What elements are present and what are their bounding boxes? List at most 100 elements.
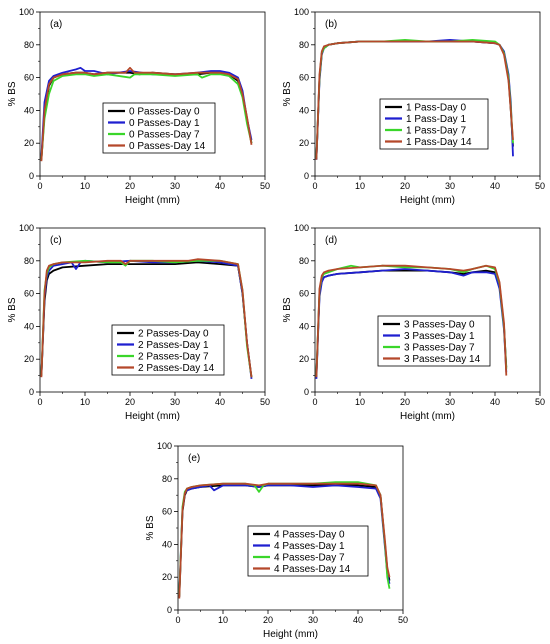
series-line-2: [315, 268, 508, 379]
x-tick-label: 30: [308, 615, 318, 625]
legend: 4 Passes-Day 04 Passes-Day 1 4 Passes-Day…: [247, 525, 369, 577]
y-axis-title: % BS: [7, 81, 18, 106]
y-axis-title: % BS: [145, 515, 156, 540]
legend-label-1: 3 Passes-Day 0: [404, 320, 475, 331]
x-tick-label: 50: [260, 181, 270, 191]
x-tick-label: 20: [263, 615, 273, 625]
legend-label-2: 4 Passes-Day 1: [274, 541, 345, 552]
series-line-2: [178, 484, 391, 594]
y-tick-label: 0: [304, 387, 309, 397]
series-line-4: [315, 264, 508, 378]
x-tick-label: 50: [260, 397, 270, 407]
legend-label-3: 3 Passes-Day 7: [404, 343, 475, 354]
x-tick-label: 20: [125, 181, 135, 191]
legend-label-4: 1 Pass-Day 14: [406, 137, 472, 148]
x-tick-label: 30: [445, 397, 455, 407]
series-line-4: [40, 258, 253, 378]
legend: 2 Passes-Day 02 Passes-Day 12 Passes-Day…: [111, 324, 225, 376]
panel-label: (a): [50, 19, 62, 30]
legend-label-3: 2 Passes-Day 7: [138, 352, 209, 363]
chart-panel-4: 0 10 20 30 40 50 0 20 40 60 80 100 Height (mm) % BS (d…: [282, 223, 545, 422]
legend-label-3: 1 Pass-Day 7: [406, 126, 466, 137]
y-tick-label: 100: [294, 223, 309, 233]
y-tick-label: 20: [299, 138, 309, 148]
legend-label-3: 0 Passes-Day 7: [129, 130, 200, 141]
x-tick-label: 0: [37, 181, 42, 191]
panel-label: (e): [188, 453, 200, 464]
chart-panel-1: 0 10 20 30 40 50 0 20 40 60 80 100 Height (mm) % BS (a…: [7, 7, 270, 206]
legend-label-1: 0 Passes-Day 0: [129, 107, 200, 118]
legend-label-4: 4 Passes-Day 14: [274, 564, 351, 575]
legend-label-2: 0 Passes-Day 1: [129, 118, 200, 129]
y-tick-label: 80: [24, 256, 34, 266]
y-tick-label: 20: [24, 354, 34, 364]
y-tick-label: 20: [162, 572, 172, 582]
chart-panel-2: 0 10 20 30 40 50 0 20 40 60 80 100 Height (mm) % BS (b…: [282, 7, 545, 206]
x-axis-title: Height (mm): [125, 411, 180, 422]
x-tick-label: 0: [312, 181, 317, 191]
x-axis-title: Height (mm): [125, 195, 180, 206]
y-tick-label: 40: [299, 105, 309, 115]
legend-label-1: 1 Pass-Day 0: [406, 103, 466, 114]
legend-label-4: 0 Passes-Day 14: [129, 141, 206, 152]
plot-frame: [314, 11, 541, 177]
legend: 1 Pass-Day 01 Pass-Day 11 Pass-Day 71 Pa…: [379, 98, 489, 150]
y-tick-label: 0: [29, 171, 34, 181]
x-tick-label: 0: [37, 397, 42, 407]
y-tick-label: 20: [24, 138, 34, 148]
y-tick-label: 60: [24, 73, 34, 83]
series-line-2: [40, 66, 253, 157]
x-tick-label: 40: [490, 181, 500, 191]
chart-panel-5: 0 10 20 30 40 50 0 20 40 60 80 100 Height (mm) % BS (e…: [145, 441, 408, 640]
x-tick-label: 50: [535, 181, 545, 191]
x-axis-title: Height (mm): [263, 629, 318, 640]
legend-label-2: 1 Pass-Day 1: [406, 114, 466, 125]
panel-label: (d): [325, 235, 337, 246]
legend-label-2: 2 Passes-Day 1: [138, 340, 209, 351]
panel-label: (b): [325, 19, 337, 30]
legend-label-4: 2 Passes-Day 14: [138, 363, 215, 374]
x-tick-label: 40: [353, 615, 363, 625]
x-tick-label: 10: [80, 181, 90, 191]
x-tick-label: 20: [400, 397, 410, 407]
legend: 0 Passes-Day 00 Passes-Day 10 Passes-Day…: [102, 102, 216, 154]
x-tick-label: 0: [312, 397, 317, 407]
x-tick-label: 10: [355, 397, 365, 407]
y-tick-label: 80: [162, 474, 172, 484]
y-tick-label: 20: [299, 354, 309, 364]
y-tick-label: 40: [24, 105, 34, 115]
y-tick-label: 100: [294, 7, 309, 17]
x-tick-label: 40: [490, 397, 500, 407]
series-line-3: [40, 73, 253, 160]
x-tick-label: 20: [125, 397, 135, 407]
x-tick-label: 10: [355, 181, 365, 191]
y-tick-label: 0: [29, 387, 34, 397]
y-tick-label: 60: [162, 507, 172, 517]
x-tick-label: 50: [535, 397, 545, 407]
y-tick-label: 80: [299, 256, 309, 266]
y-tick-label: 0: [167, 605, 172, 615]
x-axis-title: Height (mm): [400, 411, 455, 422]
y-tick-label: 100: [19, 7, 34, 17]
series-line-4: [178, 482, 391, 599]
legend-label-1: 4 Passes-Day 0: [274, 530, 345, 541]
chart-panel-3: 0 10 20 30 40 50 0 20 40 60 80 100 Height (mm) % BS (c…: [7, 223, 270, 422]
x-axis-title: Height (mm): [400, 195, 455, 206]
panel-label: (c): [50, 235, 62, 246]
x-tick-label: 20: [400, 181, 410, 191]
y-tick-label: 0: [304, 171, 309, 181]
x-tick-label: 50: [398, 615, 408, 625]
legend-label-1: 2 Passes-Day 0: [138, 329, 209, 340]
x-tick-label: 40: [215, 397, 225, 407]
y-tick-label: 80: [299, 40, 309, 50]
x-tick-label: 10: [218, 615, 228, 625]
y-axis-title: % BS: [282, 297, 293, 322]
x-tick-label: 30: [170, 181, 180, 191]
y-tick-label: 40: [299, 321, 309, 331]
y-tick-label: 60: [299, 73, 309, 83]
series-line-4: [40, 66, 253, 162]
y-tick-label: 60: [24, 289, 34, 299]
x-tick-label: 30: [445, 181, 455, 191]
y-tick-label: 100: [19, 223, 34, 233]
